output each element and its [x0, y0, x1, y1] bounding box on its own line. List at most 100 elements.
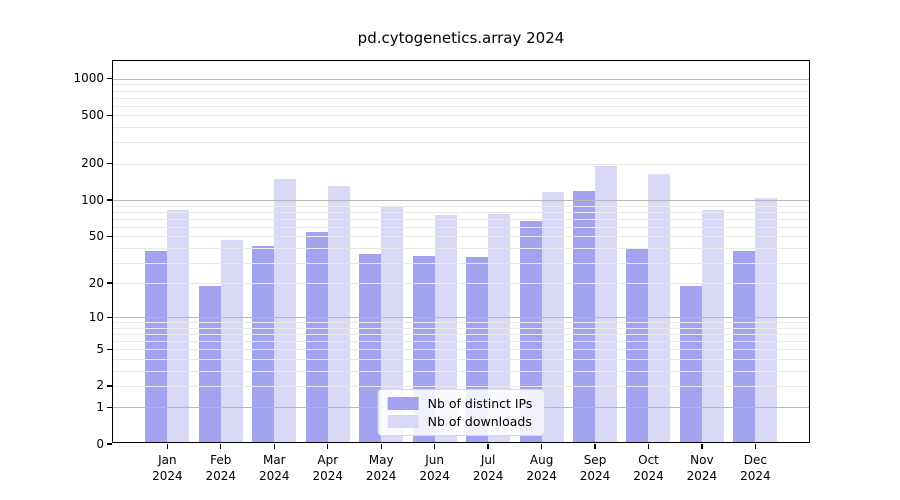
minor-gridline	[113, 115, 809, 117]
x-tick-label: Feb 2024	[205, 453, 237, 483]
y-tick-label: 10	[88, 309, 104, 324]
x-tick-mark	[273, 444, 275, 449]
x-tick-label: Oct 2024	[633, 453, 664, 483]
y-tick-mark	[106, 78, 112, 80]
ips-bar	[359, 254, 382, 442]
downloads-bar	[701, 209, 724, 442]
x-tick-mark	[487, 444, 489, 449]
downloads-bar	[167, 209, 190, 442]
x-tick-label: May 2024	[365, 453, 397, 483]
x-tick-label: Jun 2024	[419, 453, 450, 483]
x-tick-mark	[433, 444, 436, 449]
y-tick-mark	[106, 199, 112, 201]
minor-gridline	[113, 105, 809, 107]
legend-entry: Nb of distinct IPs	[387, 396, 533, 411]
minor-gridline	[113, 358, 809, 360]
minor-gridline	[113, 90, 809, 92]
x-tick-mark	[594, 444, 596, 449]
y-tick-mark	[106, 235, 112, 237]
ips-bar	[145, 251, 168, 442]
y-tick-mark	[106, 163, 112, 165]
ips-bar	[305, 232, 328, 442]
minor-gridline	[113, 218, 809, 220]
legend-label: Nb of downloads	[427, 414, 532, 429]
minor-gridline	[113, 97, 809, 99]
y-tick-label: 2	[96, 378, 104, 393]
minor-gridline	[113, 349, 809, 351]
downloads-bar	[220, 239, 243, 442]
legend-box: Nb of distinct IPs Nb of downloads	[377, 389, 545, 436]
y-tick-mark	[106, 348, 112, 350]
minor-gridline	[113, 205, 809, 207]
chart-title: pd.cytogenetics.array 2024	[357, 29, 565, 47]
minor-gridline	[113, 385, 809, 387]
y-tick-label: 100	[81, 192, 104, 207]
ips-bar	[679, 286, 702, 442]
y-tick-mark	[106, 282, 112, 284]
x-tick-label: Aug 2024	[526, 453, 557, 483]
minor-gridline	[113, 247, 809, 249]
minor-gridline	[113, 341, 809, 343]
x-tick-mark	[647, 444, 650, 449]
x-tick-mark	[380, 444, 382, 449]
x-tick-mark	[327, 444, 329, 449]
y-tick-label: 1000	[73, 71, 104, 86]
minor-gridline	[113, 84, 809, 86]
minor-gridline	[113, 283, 809, 285]
minor-gridline	[113, 142, 809, 144]
y-tick-mark	[106, 114, 112, 117]
x-tick-mark	[220, 444, 222, 449]
y-tick-label: 20	[88, 275, 104, 290]
downloads-bar	[595, 165, 617, 442]
x-tick-label: Nov 2024	[686, 453, 718, 483]
minor-gridline	[113, 327, 809, 329]
plot-canvas: Nb of distinct IPs Nb of downloads	[113, 61, 809, 442]
downloads-bar	[327, 185, 350, 442]
minor-gridline	[113, 211, 809, 213]
ips-bar	[252, 245, 275, 442]
downloads-bar	[274, 179, 297, 442]
x-tick-mark	[540, 444, 543, 449]
minor-gridline	[113, 226, 809, 228]
legend-entry: Nb of downloads	[387, 414, 533, 429]
minor-gridline	[113, 262, 809, 264]
x-tick-label: Mar 2024	[259, 453, 290, 483]
legend-swatch-ips	[387, 397, 419, 410]
ips-bar	[626, 248, 649, 442]
y-tick-mark	[106, 385, 112, 387]
x-tick-mark	[701, 444, 703, 449]
x-tick-label: Jan 2024	[152, 453, 183, 483]
minor-gridline	[113, 334, 809, 336]
legend-label: Nb of distinct IPs	[427, 396, 533, 411]
plot-area: Nb of distinct IPs Nb of downloads 0 1 2 5 10…	[73, 60, 810, 483]
y-tick-mark	[106, 316, 112, 318]
ips-bar	[733, 251, 756, 442]
x-tick-label: Jul 2024	[472, 453, 504, 483]
downloads-bar	[648, 174, 671, 442]
y-tick-label: 500	[81, 107, 104, 122]
downloads-bar	[755, 198, 778, 442]
y-tick-label: 5	[96, 341, 104, 356]
x-tick-mark	[166, 444, 169, 449]
legend-swatch-downloads	[387, 415, 419, 428]
minor-gridline	[113, 236, 809, 238]
y-tick-label: 50	[88, 228, 104, 243]
x-tick-label: Sep 2024	[579, 453, 611, 483]
x-tick-label: Dec 2024	[740, 453, 771, 483]
y-tick-mark	[106, 406, 112, 409]
major-gridline	[113, 200, 809, 202]
major-gridline	[113, 317, 809, 319]
downloads-bar	[541, 192, 564, 442]
ips-bar	[573, 190, 595, 442]
major-gridline	[113, 78, 809, 80]
minor-gridline	[113, 163, 809, 165]
y-tick-label: 200	[81, 156, 104, 171]
minor-gridline	[113, 322, 809, 324]
y-tick-label: 0	[96, 436, 104, 451]
y-tick-label: 1	[96, 399, 104, 414]
downloads-bar	[381, 206, 404, 442]
x-tick-label: Apr 2024	[312, 453, 344, 483]
minor-gridline	[113, 370, 809, 372]
x-tick-mark	[754, 444, 756, 449]
